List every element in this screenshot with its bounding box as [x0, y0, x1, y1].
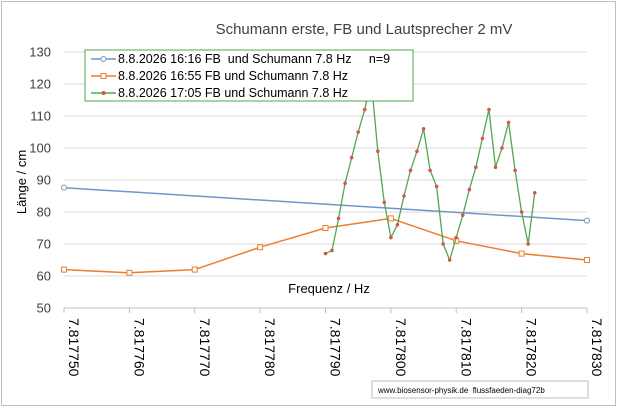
- footnote-frame: [371, 380, 589, 399]
- data-point: [61, 184, 67, 191]
- data-point: [415, 149, 419, 153]
- data-point: [518, 250, 525, 257]
- series-2: [61, 215, 590, 276]
- x-tick-label: 7.817820: [524, 318, 540, 377]
- series-3: [323, 79, 537, 262]
- legend-item-2: 8.8.2026 16:55 FB und Schumann 7.8 Hz: [91, 69, 348, 83]
- data-point: [500, 146, 504, 150]
- data-point: [323, 251, 328, 256]
- y-tick-label: 90: [37, 173, 51, 188]
- data-point: [480, 136, 485, 141]
- data-point: [454, 235, 459, 240]
- x-axis-label: Frequenz / Hz: [288, 281, 370, 296]
- data-point: [493, 165, 498, 169]
- x-tick-label: 7.817810: [458, 318, 474, 377]
- data-point: [257, 244, 264, 251]
- data-point: [356, 130, 360, 134]
- data-point: [330, 248, 334, 253]
- data-point: [506, 120, 511, 125]
- data-point: [474, 165, 478, 169]
- data-point: [343, 181, 347, 185]
- data-point: [441, 242, 445, 246]
- data-point: [408, 168, 413, 173]
- x-tick-label: 7.817790: [328, 318, 344, 377]
- series-line-1: [63, 186, 588, 222]
- y-tick-label: 120: [29, 77, 51, 92]
- chart-title: Schumann erste, FB und Lautsprecher 2 mV: [216, 21, 513, 38]
- data-point: [428, 168, 432, 173]
- footnote-text: www.biosensor-physik.de flussfaeden-diag…: [377, 386, 545, 395]
- data-point: [322, 225, 329, 231]
- data-point: [349, 155, 354, 160]
- data-point: [467, 187, 472, 192]
- legend-marker-2: [100, 73, 107, 79]
- legend-label-1: 8.8.2026 16:16 FB und Schumann 7.8 Hz n=…: [118, 52, 390, 66]
- y-axis-label: Länge / cm: [14, 150, 29, 214]
- y-tick-label: 60: [37, 269, 51, 284]
- data-point: [532, 191, 537, 195]
- data-point: [126, 269, 133, 276]
- data-point: [487, 107, 491, 112]
- data-point: [526, 242, 530, 246]
- legend-item-3: 8.8.2026 17:05 FB und Schumann 7.8 Hz: [91, 86, 348, 100]
- data-point: [376, 149, 380, 153]
- y-tick-label: 50: [37, 301, 51, 316]
- y-tick-labels: 50 60 70 80 90 100 110 120 130: [29, 45, 51, 316]
- series-1: [61, 184, 590, 224]
- data-point: [584, 217, 590, 224]
- data-point: [460, 213, 465, 217]
- data-point: [513, 168, 517, 173]
- x-tick-label: 7.817770: [197, 318, 213, 377]
- x-tick-label: 7.817750: [66, 318, 82, 377]
- data-point: [434, 184, 439, 189]
- legend-item-1: 8.8.2026 16:16 FB und Schumann 7.8 Hz n=…: [91, 52, 390, 66]
- data-point: [584, 257, 590, 263]
- data-point: [191, 266, 198, 273]
- footnote-box: www.biosensor-physik.de flussfaeden-diag…: [371, 380, 589, 399]
- data-point: [421, 127, 426, 131]
- x-tick-labels: 7.817750 7.817760 7.817770 7.817780 7.817790…: [63, 308, 605, 377]
- series-layer: [61, 79, 590, 276]
- y-tick-label: 110: [30, 109, 51, 124]
- data-point: [402, 194, 406, 198]
- data-point: [395, 223, 400, 227]
- legend: 8.8.2026 16:16 FB und Schumann 7.8 Hz n=…: [84, 49, 414, 102]
- legend-marker-3: [101, 91, 106, 95]
- x-tick-label: 7.817830: [589, 318, 605, 377]
- data-point: [362, 107, 367, 112]
- legend-label-3: 8.8.2026 17:05 FB und Schumann 7.8 Hz: [118, 86, 348, 100]
- y-tick-label: 70: [37, 237, 51, 252]
- data-point: [382, 200, 387, 205]
- data-point: [447, 258, 452, 262]
- legend-marker-1: [100, 56, 107, 62]
- y-tick-label: 100: [29, 141, 51, 156]
- y-tick-label: 130: [29, 45, 51, 60]
- x-tick-label: 7.817780: [262, 318, 278, 377]
- data-point: [389, 235, 393, 240]
- data-point: [336, 216, 341, 221]
- x-tick-label: 7.817760: [131, 318, 147, 377]
- data-point: [387, 215, 394, 222]
- x-tick-label: 7.817800: [393, 318, 409, 377]
- y-tick-label: 80: [37, 205, 51, 220]
- data-point: [519, 210, 524, 214]
- legend-box: [84, 49, 414, 102]
- legend-label-2: 8.8.2026 16:55 FB und Schumann 7.8 Hz: [118, 69, 348, 83]
- data-point: [61, 266, 67, 273]
